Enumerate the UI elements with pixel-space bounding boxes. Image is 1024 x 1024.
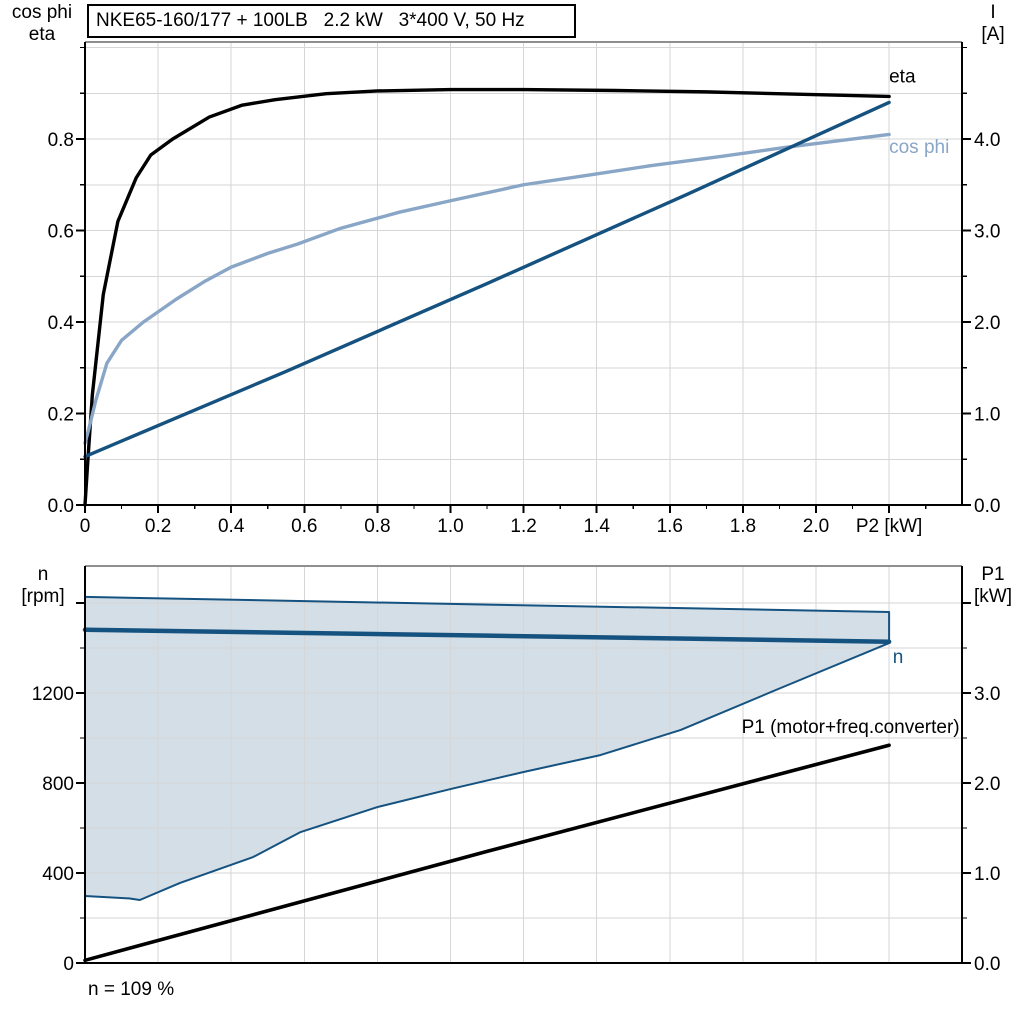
left-axis-title-line2: eta (28, 24, 56, 45)
svg-text:0.0: 0.0 (48, 496, 74, 517)
svg-text:0.0: 0.0 (974, 496, 1000, 517)
svg-text:0.0: 0.0 (974, 954, 1000, 975)
svg-text:0.8: 0.8 (48, 130, 74, 151)
svg-text:0.4: 0.4 (48, 313, 75, 334)
cos-phi-curve (83, 132, 891, 445)
svg-text:3.0: 3.0 (974, 684, 1000, 705)
speed-control-range-fill (85, 596, 890, 900)
svg-text:0.2: 0.2 (145, 516, 171, 537)
speed-axis-title-line1: n (37, 564, 49, 585)
i-curve (83, 100, 891, 459)
svg-text:2.0: 2.0 (974, 313, 1000, 334)
top-left-axis-title: cos phi eta (2, 2, 82, 46)
svg-text:4.0: 4.0 (974, 130, 1000, 151)
svg-text:1.0: 1.0 (974, 864, 1000, 885)
power-axis-title-line2: [kW] (974, 586, 1012, 607)
right-axis-title-line1: I (990, 2, 996, 23)
svg-text:0: 0 (80, 516, 91, 537)
top-right-axis-title: I [A] (962, 2, 1024, 46)
svg-text:3.0: 3.0 (974, 222, 1000, 243)
svg-text:400: 400 (42, 864, 74, 885)
eta-curve (83, 87, 891, 507)
svg-text:1.4: 1.4 (583, 516, 610, 537)
svg-text:1.2: 1.2 (510, 516, 536, 537)
svg-text:1.8: 1.8 (730, 516, 756, 537)
speed-and-input-power-chart: 0 400 800 1200 0.0 1.0 2.0 3.0 n P1 (motor+freq.c… (32, 565, 1001, 975)
svg-text:1.0: 1.0 (974, 405, 1000, 426)
svg-text:1.0: 1.0 (437, 516, 463, 537)
curve-label-n: n (893, 647, 904, 668)
svg-text:P2 [kW]: P2 [kW] (856, 516, 923, 537)
tick-labels: 0.0 0.2 0.4 0.6 0.8 0.0 1.0 2.0 3.0 4.0 0 0.2 0.4 0.6… (48, 130, 1001, 537)
right-axis-title-line2: [A] (981, 24, 1005, 45)
svg-text:0.2: 0.2 (48, 405, 74, 426)
curve-label-p1-motor-freq-converter: P1 (motor+freq.converter) (742, 717, 960, 738)
svg-text:1200: 1200 (32, 684, 74, 705)
svg-text:800: 800 (42, 774, 74, 795)
svg-text:1.6: 1.6 (657, 516, 683, 537)
ticks (76, 46, 971, 513)
svg-text:0.8: 0.8 (364, 516, 390, 537)
motor-efficiency-current-chart: 0.0 0.2 0.4 0.6 0.8 0.0 1.0 2.0 3.0 4.0 0 0.2 0.4 0.6… (48, 41, 1001, 537)
ticks (76, 602, 971, 964)
svg-text:2.0: 2.0 (974, 774, 1000, 795)
chart-title: NKE65-160/177 + 100LB 2.2 kW 3*400 V, 50… (87, 4, 576, 38)
curve-label-cos-phi: cos phi (889, 137, 949, 158)
svg-text:0: 0 (63, 954, 74, 975)
bottom-left-axis-title: n [rpm] (4, 564, 82, 608)
n-curve (82, 627, 892, 644)
bottom-right-axis-title: P1 [kW] (962, 564, 1024, 608)
tick-labels: 0 400 800 1200 0.0 1.0 2.0 3.0 (32, 684, 1001, 975)
axes (84, 566, 963, 964)
svg-text:0.6: 0.6 (48, 222, 74, 243)
power-axis-title-line1: P1 (981, 564, 1005, 585)
p1-motor-freq-converter-curve (83, 743, 891, 963)
curve-label-eta: eta (889, 67, 916, 88)
left-axis-title-line1: cos phi (11, 2, 73, 23)
speed-percent-note: n = 109 % (88, 979, 175, 1000)
speed-axis-title-line2: [rpm] (21, 586, 65, 607)
speed-control-range-border (84, 595, 891, 901)
svg-text:0.6: 0.6 (291, 516, 317, 537)
svg-text:2.0: 2.0 (803, 516, 829, 537)
svg-text:0.4: 0.4 (218, 516, 245, 537)
